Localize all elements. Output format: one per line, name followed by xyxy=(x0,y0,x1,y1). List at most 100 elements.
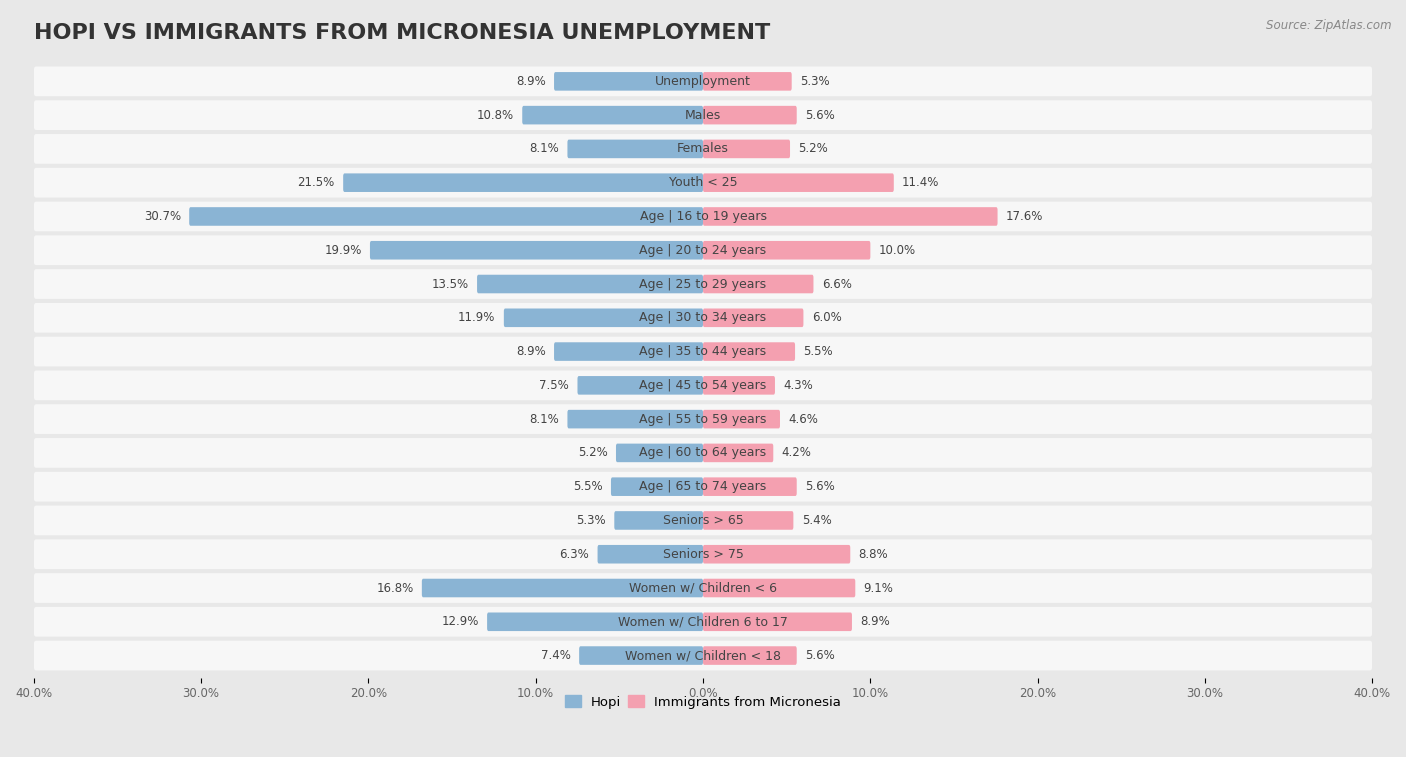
Text: 5.3%: 5.3% xyxy=(800,75,830,88)
FancyBboxPatch shape xyxy=(34,235,1372,265)
Text: 5.3%: 5.3% xyxy=(576,514,606,527)
Legend: Hopi, Immigrants from Micronesia: Hopi, Immigrants from Micronesia xyxy=(560,690,846,714)
Text: 13.5%: 13.5% xyxy=(432,278,468,291)
Text: 8.9%: 8.9% xyxy=(516,345,546,358)
FancyBboxPatch shape xyxy=(370,241,703,260)
Text: 6.0%: 6.0% xyxy=(811,311,842,324)
Text: 4.6%: 4.6% xyxy=(789,413,818,425)
Text: 5.6%: 5.6% xyxy=(806,480,835,493)
Text: Age | 60 to 64 years: Age | 60 to 64 years xyxy=(640,447,766,459)
FancyBboxPatch shape xyxy=(703,376,775,394)
FancyBboxPatch shape xyxy=(422,578,703,597)
FancyBboxPatch shape xyxy=(34,303,1372,332)
Text: Seniors > 65: Seniors > 65 xyxy=(662,514,744,527)
Text: 8.9%: 8.9% xyxy=(860,615,890,628)
Text: Unemployment: Unemployment xyxy=(655,75,751,88)
FancyBboxPatch shape xyxy=(34,607,1372,637)
Text: Age | 35 to 44 years: Age | 35 to 44 years xyxy=(640,345,766,358)
FancyBboxPatch shape xyxy=(703,342,794,361)
FancyBboxPatch shape xyxy=(34,438,1372,468)
FancyBboxPatch shape xyxy=(34,337,1372,366)
Text: 8.9%: 8.9% xyxy=(516,75,546,88)
Text: 17.6%: 17.6% xyxy=(1005,210,1043,223)
Text: 21.5%: 21.5% xyxy=(298,176,335,189)
Text: 5.6%: 5.6% xyxy=(806,649,835,662)
FancyBboxPatch shape xyxy=(703,275,814,293)
Text: Age | 25 to 29 years: Age | 25 to 29 years xyxy=(640,278,766,291)
FancyBboxPatch shape xyxy=(34,506,1372,535)
Text: 8.8%: 8.8% xyxy=(859,548,889,561)
Text: Source: ZipAtlas.com: Source: ZipAtlas.com xyxy=(1267,19,1392,32)
FancyBboxPatch shape xyxy=(703,139,790,158)
Text: 7.4%: 7.4% xyxy=(541,649,571,662)
Text: 10.0%: 10.0% xyxy=(879,244,915,257)
Text: 8.1%: 8.1% xyxy=(529,142,560,155)
FancyBboxPatch shape xyxy=(343,173,703,192)
Text: Age | 20 to 24 years: Age | 20 to 24 years xyxy=(640,244,766,257)
FancyBboxPatch shape xyxy=(34,134,1372,164)
FancyBboxPatch shape xyxy=(34,100,1372,130)
FancyBboxPatch shape xyxy=(34,404,1372,434)
FancyBboxPatch shape xyxy=(703,478,797,496)
FancyBboxPatch shape xyxy=(703,511,793,530)
FancyBboxPatch shape xyxy=(703,578,855,597)
FancyBboxPatch shape xyxy=(612,478,703,496)
FancyBboxPatch shape xyxy=(34,472,1372,502)
Text: 9.1%: 9.1% xyxy=(863,581,894,594)
FancyBboxPatch shape xyxy=(703,106,797,124)
Text: 5.5%: 5.5% xyxy=(574,480,603,493)
FancyBboxPatch shape xyxy=(578,376,703,394)
FancyBboxPatch shape xyxy=(614,511,703,530)
Text: 5.4%: 5.4% xyxy=(801,514,831,527)
Text: Age | 65 to 74 years: Age | 65 to 74 years xyxy=(640,480,766,493)
Text: Age | 55 to 59 years: Age | 55 to 59 years xyxy=(640,413,766,425)
FancyBboxPatch shape xyxy=(554,72,703,91)
FancyBboxPatch shape xyxy=(568,410,703,428)
Text: 5.5%: 5.5% xyxy=(803,345,832,358)
FancyBboxPatch shape xyxy=(703,241,870,260)
Text: Seniors > 75: Seniors > 75 xyxy=(662,548,744,561)
FancyBboxPatch shape xyxy=(34,540,1372,569)
FancyBboxPatch shape xyxy=(703,173,894,192)
FancyBboxPatch shape xyxy=(34,201,1372,232)
Text: Women w/ Children < 18: Women w/ Children < 18 xyxy=(626,649,780,662)
Text: 11.9%: 11.9% xyxy=(458,311,495,324)
Text: 7.5%: 7.5% xyxy=(540,378,569,392)
FancyBboxPatch shape xyxy=(554,342,703,361)
FancyBboxPatch shape xyxy=(34,269,1372,299)
Text: Age | 30 to 34 years: Age | 30 to 34 years xyxy=(640,311,766,324)
Text: 4.2%: 4.2% xyxy=(782,447,811,459)
Text: 12.9%: 12.9% xyxy=(441,615,478,628)
FancyBboxPatch shape xyxy=(703,646,797,665)
Text: Women w/ Children < 6: Women w/ Children < 6 xyxy=(628,581,778,594)
FancyBboxPatch shape xyxy=(598,545,703,563)
FancyBboxPatch shape xyxy=(34,168,1372,198)
FancyBboxPatch shape xyxy=(34,640,1372,671)
Text: Females: Females xyxy=(678,142,728,155)
FancyBboxPatch shape xyxy=(34,573,1372,603)
FancyBboxPatch shape xyxy=(503,309,703,327)
Text: 8.1%: 8.1% xyxy=(529,413,560,425)
Text: 4.3%: 4.3% xyxy=(783,378,813,392)
FancyBboxPatch shape xyxy=(703,545,851,563)
Text: 5.2%: 5.2% xyxy=(578,447,607,459)
Text: Age | 16 to 19 years: Age | 16 to 19 years xyxy=(640,210,766,223)
FancyBboxPatch shape xyxy=(486,612,703,631)
FancyBboxPatch shape xyxy=(579,646,703,665)
Text: 5.6%: 5.6% xyxy=(806,109,835,122)
FancyBboxPatch shape xyxy=(703,444,773,463)
Text: HOPI VS IMMIGRANTS FROM MICRONESIA UNEMPLOYMENT: HOPI VS IMMIGRANTS FROM MICRONESIA UNEMP… xyxy=(34,23,770,42)
Text: 16.8%: 16.8% xyxy=(377,581,413,594)
FancyBboxPatch shape xyxy=(522,106,703,124)
Text: Age | 45 to 54 years: Age | 45 to 54 years xyxy=(640,378,766,392)
Text: 6.3%: 6.3% xyxy=(560,548,589,561)
Text: Women w/ Children 6 to 17: Women w/ Children 6 to 17 xyxy=(619,615,787,628)
FancyBboxPatch shape xyxy=(703,612,852,631)
FancyBboxPatch shape xyxy=(703,309,803,327)
FancyBboxPatch shape xyxy=(616,444,703,463)
FancyBboxPatch shape xyxy=(568,139,703,158)
FancyBboxPatch shape xyxy=(34,67,1372,96)
FancyBboxPatch shape xyxy=(34,370,1372,400)
FancyBboxPatch shape xyxy=(703,410,780,428)
Text: Males: Males xyxy=(685,109,721,122)
